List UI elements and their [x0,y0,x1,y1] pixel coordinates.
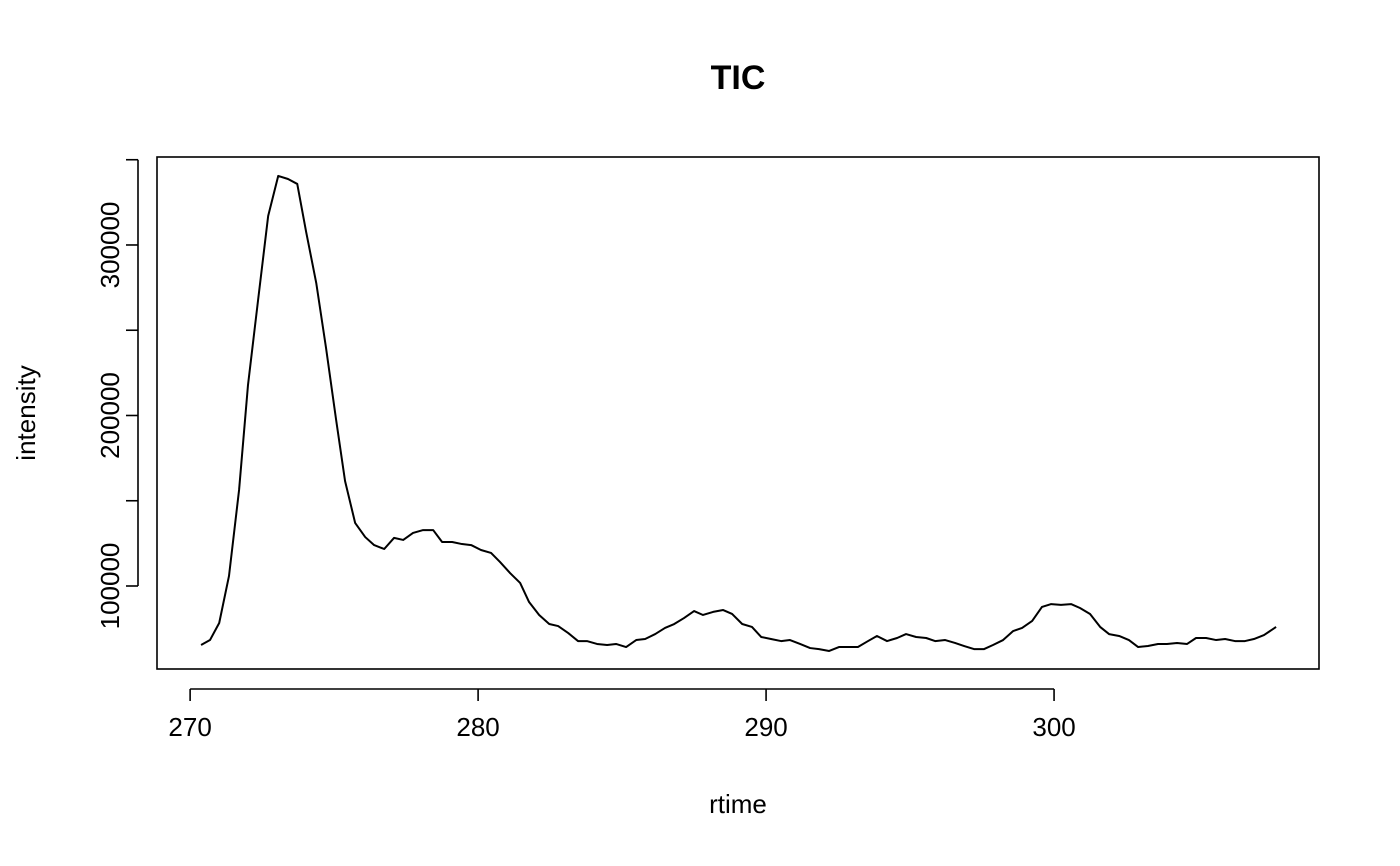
x-tick-label: 290 [744,712,787,742]
data-line [200,174,1277,652]
y-tick-label: 100000 [95,543,125,630]
x-tick-label: 270 [168,712,211,742]
x-axis-title: rtime [709,789,767,819]
x-tick-label: 280 [456,712,499,742]
y-tick-label: 300000 [95,202,125,289]
plot-frame [156,156,1320,670]
chart-title: TIC [711,59,766,97]
x-tick-label: 300 [1032,712,1075,742]
y-axis-title: intensity [11,365,41,460]
y-tick-label: 200000 [95,372,125,459]
